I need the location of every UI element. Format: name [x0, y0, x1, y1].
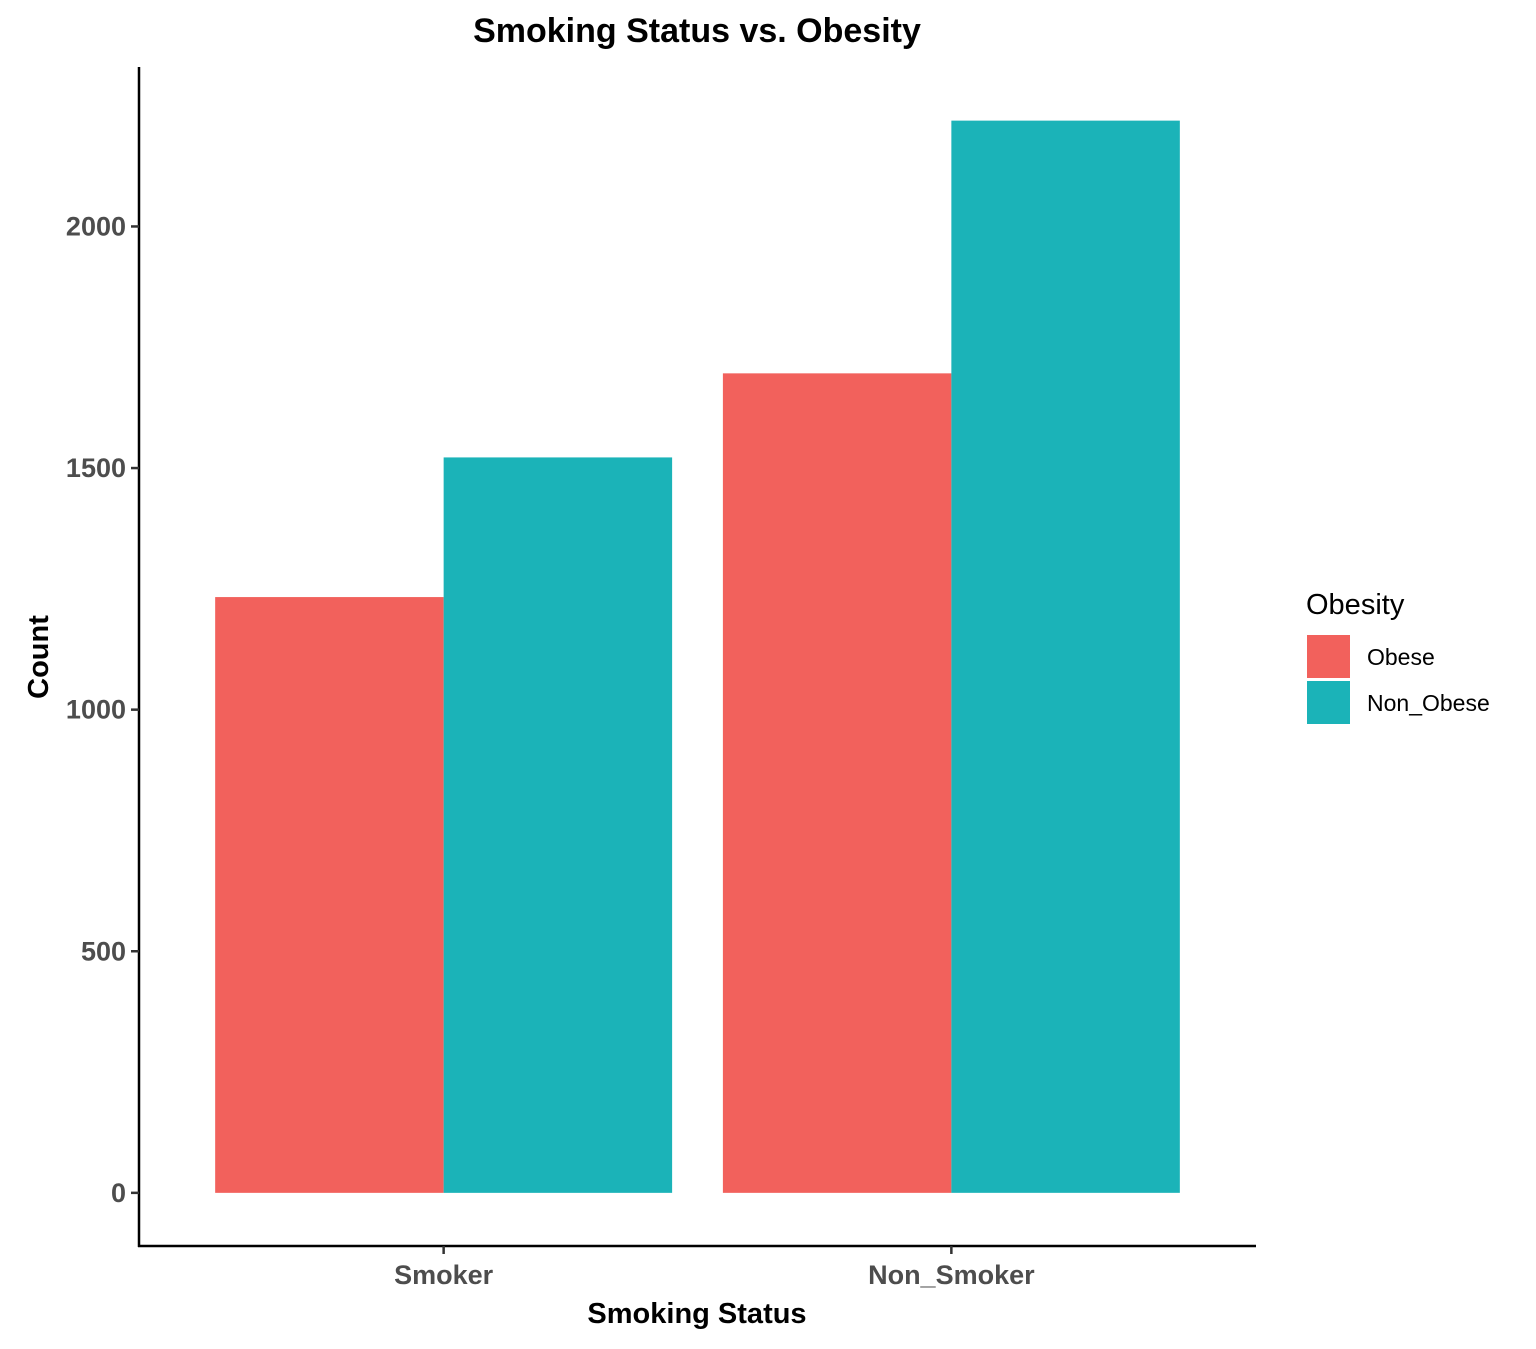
bar-non_smoker-obese: [722, 373, 952, 1193]
x-axis-title: Smoking Status: [587, 1298, 806, 1330]
x-tick-label: Smoker: [394, 1260, 494, 1290]
y-tick-label: 0: [111, 1178, 126, 1208]
legend-title: Obesity: [1306, 589, 1405, 621]
legend-label-non_obese: Non_Obese: [1367, 690, 1490, 716]
y-tick-label: 500: [81, 936, 126, 966]
y-tick-label: 2000: [66, 211, 126, 241]
x-tick-label: Non_Smoker: [868, 1260, 1035, 1290]
legend-key-obese: [1307, 635, 1350, 678]
legend-key-non_obese: [1307, 681, 1350, 724]
y-axis-title: Count: [23, 615, 55, 699]
legend: Obesity Obese Non_Obese: [1306, 589, 1490, 724]
bar-non_smoker-non_obese: [951, 120, 1180, 1193]
plot-area: 0 500 1000 1500 2000 Smoker Non_Smoker: [66, 67, 1256, 1290]
legend-label-obese: Obese: [1367, 644, 1435, 670]
chart-title: Smoking Status vs. Obesity: [473, 12, 921, 50]
bar-smoker-non_obese: [443, 457, 673, 1193]
bar-smoker-obese: [215, 597, 444, 1193]
y-tick-label: 1000: [66, 695, 126, 725]
y-tick-label: 1500: [66, 453, 126, 483]
